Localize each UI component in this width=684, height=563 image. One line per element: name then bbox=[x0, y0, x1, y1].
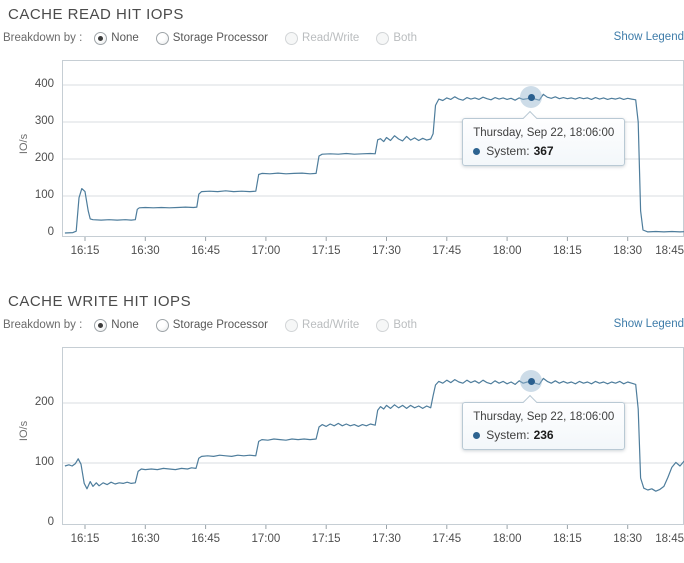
radio-button-icon[interactable] bbox=[155, 318, 169, 332]
breakdown-radio-group: None Storage Processor Read/Write Both bbox=[82, 31, 417, 45]
page-title: CACHE READ HIT IOPS bbox=[8, 6, 184, 23]
line-chart-plot[interactable]: Thursday, Sep 22, 18:06:00 System: 236 bbox=[62, 347, 684, 531]
radio-button-icon bbox=[376, 31, 390, 45]
radio-label: Read/Write bbox=[302, 32, 360, 44]
radio-button-icon bbox=[285, 318, 299, 332]
tooltip-series-label: System: bbox=[486, 428, 530, 443]
y-axis-tick-label: 0 bbox=[47, 516, 54, 528]
x-axis-tick-label: 18:30 bbox=[613, 533, 643, 545]
radio-label: Storage Processor bbox=[172, 32, 269, 44]
x-axis-tick-label: 17:45 bbox=[432, 533, 462, 545]
y-axis-tick-label: 200 bbox=[34, 396, 54, 408]
x-axis-tick-label: 16:45 bbox=[191, 245, 220, 257]
x-axis-tick-label: 16:30 bbox=[130, 245, 160, 257]
x-axis-tick-label: 16:30 bbox=[130, 533, 160, 545]
y-axis-tick-label: 100 bbox=[34, 456, 54, 468]
x-axis-labels: 16:15 16:30 16:45 17:00 17:15 17:30 17:45 18:00… bbox=[62, 242, 684, 258]
breakdown-radio-group: None Storage Processor Read/Write Both bbox=[82, 318, 417, 332]
panel-cache-write-hit-iops: CACHE WRITE HIT IOPS Breakdown by : None… bbox=[0, 287, 684, 563]
x-axis-tick-label: 18:00 bbox=[492, 533, 522, 545]
radio-label: None bbox=[111, 319, 139, 331]
series-bullet-icon bbox=[473, 147, 481, 155]
x-axis-tick-label: 16:15 bbox=[70, 245, 100, 257]
radio-none[interactable]: None bbox=[94, 318, 139, 332]
radio-label: Both bbox=[393, 319, 417, 331]
radio-label: Both bbox=[393, 32, 417, 44]
x-axis-tick-label: 17:00 bbox=[251, 245, 281, 257]
x-axis-tick-label: 18:30 bbox=[613, 245, 643, 257]
radio-both: Both bbox=[376, 31, 417, 45]
x-axis-tick-label: 16:15 bbox=[70, 533, 100, 545]
x-axis-tick-label: 17:30 bbox=[372, 245, 401, 257]
x-axis-tick-label: 18:45 bbox=[655, 245, 684, 257]
show-legend-link[interactable]: Show Legend bbox=[613, 31, 684, 43]
breakdown-label: Breakdown by : bbox=[3, 32, 83, 44]
radio-button-icon[interactable] bbox=[155, 31, 169, 45]
y-axis-tick-label: 200 bbox=[34, 152, 54, 164]
tooltip-timestamp: Thursday, Sep 22, 18:06:00 bbox=[473, 127, 615, 140]
radio-button-icon[interactable] bbox=[94, 318, 108, 332]
breakdown-controls: Breakdown by : None Storage Processor Read… bbox=[3, 29, 417, 47]
y-axis-tick-label: 400 bbox=[34, 78, 54, 90]
y-axis-tick-label: 0 bbox=[47, 226, 54, 238]
tooltip-series-label: System: bbox=[486, 144, 530, 159]
y-axis-title: IO/s bbox=[18, 420, 30, 442]
x-axis-tick-label: 17:00 bbox=[251, 533, 281, 545]
chart-tooltip: Thursday, Sep 22, 18:06:00 System: 367 bbox=[462, 111, 626, 167]
tooltip-value: 367 bbox=[533, 144, 554, 159]
x-axis-tick-label: 16:45 bbox=[191, 533, 220, 545]
radio-button-icon bbox=[285, 31, 299, 45]
x-axis-tick-label: 18:00 bbox=[492, 245, 522, 257]
radio-button-icon[interactable] bbox=[94, 31, 108, 45]
panel-cache-read-hit-iops: CACHE READ HIT IOPS Breakdown by : None S… bbox=[0, 0, 684, 276]
x-axis-tick-label: 17:45 bbox=[432, 245, 462, 257]
tooltip-timestamp: Thursday, Sep 22, 18:06:00 bbox=[473, 411, 615, 424]
radio-label: None bbox=[111, 32, 139, 44]
y-axis-tick-label: 100 bbox=[34, 189, 54, 201]
hover-point-dot bbox=[527, 93, 535, 101]
radio-both: Both bbox=[376, 318, 417, 332]
radio-storage-processor[interactable]: Storage Processor bbox=[155, 318, 269, 332]
x-axis-tick-label: 17:30 bbox=[372, 533, 401, 545]
show-legend-link[interactable]: Show Legend bbox=[613, 318, 684, 330]
radio-label: Storage Processor bbox=[172, 319, 269, 331]
series-bullet-icon bbox=[473, 431, 481, 439]
page-title: CACHE WRITE HIT IOPS bbox=[8, 293, 192, 310]
radio-button-icon bbox=[376, 318, 390, 332]
x-axis-tick-label: 17:15 bbox=[311, 245, 341, 257]
chart-tooltip: Thursday, Sep 22, 18:06:00 System: 236 bbox=[462, 395, 626, 451]
radio-read-write: Read/Write bbox=[285, 31, 360, 45]
x-axis-tick-label: 18:15 bbox=[553, 245, 582, 257]
x-axis-tick-label: 18:45 bbox=[655, 533, 684, 545]
radio-none[interactable]: None bbox=[94, 31, 139, 45]
y-axis-tick-label: 300 bbox=[34, 115, 54, 127]
breakdown-controls: Breakdown by : None Storage Processor Read… bbox=[3, 316, 417, 334]
x-axis-labels: 16:15 16:30 16:45 17:00 17:15 17:30 17:45 18:00… bbox=[62, 530, 684, 546]
radio-read-write: Read/Write bbox=[285, 318, 360, 332]
tooltip-value: 236 bbox=[533, 428, 554, 443]
radio-storage-processor[interactable]: Storage Processor bbox=[155, 31, 269, 45]
hover-point-dot bbox=[527, 377, 535, 385]
x-axis-tick-label: 17:15 bbox=[311, 533, 341, 545]
breakdown-label: Breakdown by : bbox=[3, 319, 83, 331]
x-axis-tick-label: 18:15 bbox=[553, 533, 582, 545]
line-chart-plot[interactable]: Thursday, Sep 22, 18:06:00 System: 367 bbox=[62, 60, 684, 243]
radio-label: Read/Write bbox=[302, 319, 360, 331]
